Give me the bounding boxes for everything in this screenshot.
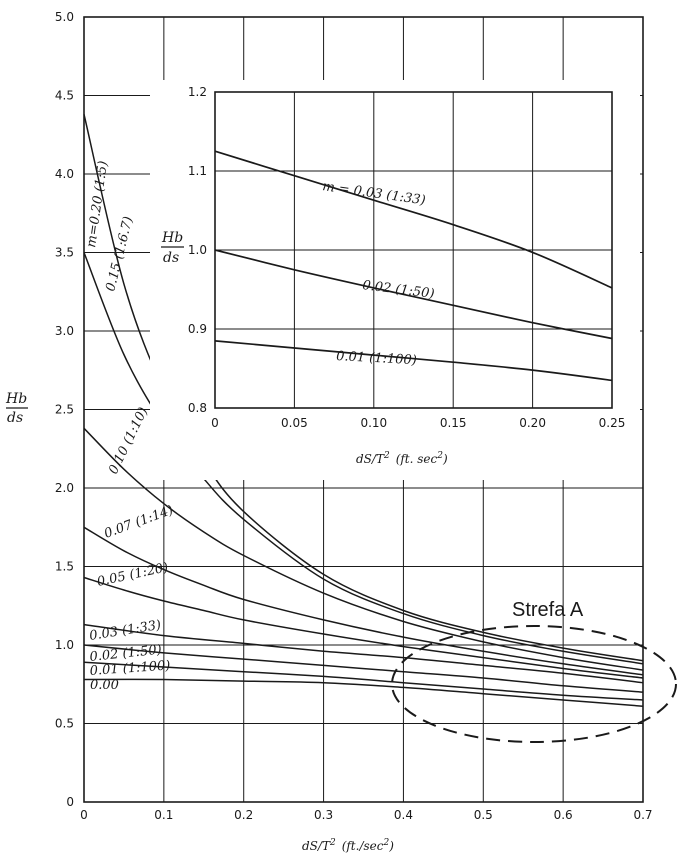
main-series-5: [83, 623, 644, 684]
main-ytick-0: 0: [66, 795, 74, 809]
main-ytick-1: 0.5: [55, 717, 74, 731]
main-ytick-7: 3.5: [55, 246, 74, 260]
main-xtick-0: 0: [80, 808, 88, 822]
main-curve-label-4: 0.05 (1:20): [96, 560, 170, 590]
main-y-label-num: Hb: [5, 391, 27, 407]
main-xtick-7: 0.7: [633, 808, 652, 822]
inset-xtick-1: 0.05: [281, 416, 308, 430]
zone-a-ellipse: [391, 625, 677, 743]
inset-xtick-0: 0: [211, 416, 219, 430]
main-ytick-6: 3.0: [55, 324, 74, 338]
main-series-2: [83, 427, 644, 671]
inset-ytick-4: 1.2: [188, 85, 207, 99]
main-xtick-2: 0.2: [234, 808, 253, 822]
main-curve-label-2: 0.10 (1:10): [106, 405, 151, 477]
main-ytick-5: 2.5: [55, 403, 74, 417]
inset-xtick-3: 0.15: [440, 416, 467, 430]
main-series-1: [83, 252, 644, 665]
main-ytick-9: 4.5: [55, 89, 74, 103]
inset-ytick-1: 0.9: [188, 322, 207, 336]
main-xtick-1: 0.1: [154, 808, 173, 822]
main-x-label: dS/T2 (ft./sec2): [302, 838, 394, 853]
inset-ytick-2: 1.0: [188, 243, 207, 257]
main-curve-label-5: 0.03 (1:33): [88, 618, 162, 644]
main-series-3: [83, 526, 644, 676]
main-ytick-8: 4.0: [55, 167, 74, 181]
inset-curve-label-2: 0.01 (1:100): [336, 349, 417, 368]
inset-background: [150, 80, 640, 480]
inset-xtick-5: 0.25: [599, 416, 626, 430]
inset-y-label-den: ds: [163, 250, 179, 266]
main-series-4: [83, 576, 644, 679]
inset-tick-labels: 0 0.05 0.10 0.15 0.20 0.25 0.8 0.9 1.0 1.1 1.2: [188, 85, 625, 430]
main-ytick-2: 1.0: [55, 638, 74, 652]
inset-series-1: [214, 249, 613, 340]
main-tick-labels: 0 0.1 0.2 0.3 0.4 0.5 0.6 0.7 0 0.5 1.0 1.5 2.0 2.5 3.…: [55, 10, 653, 822]
main-curve-label-7: 0.01 (1:100): [89, 658, 171, 679]
inset-xtick-2: 0.10: [360, 416, 387, 430]
main-curve-label-1: 0.15 (1:6.7): [103, 215, 136, 293]
main-plot-frame: [83, 16, 644, 803]
main-curve-label-8: 0.00: [90, 678, 119, 693]
main-y-label-den: ds: [7, 410, 23, 426]
main-xtick-3: 0.3: [314, 808, 333, 822]
main-curve-label-6: 0.02 (1:50): [89, 642, 163, 664]
main-curve-label-0: m=0.20 (1:5): [84, 160, 111, 249]
inset-y-label-num: Hb: [161, 230, 183, 246]
inset-chart: 0 0.05 0.10 0.15 0.20 0.250.80.91.01.11.2 m =…: [150, 80, 640, 480]
zone-a-label: Strefa A: [512, 599, 584, 621]
main-ytick-10: 5.0: [55, 10, 74, 24]
inset-series-0: [214, 150, 613, 289]
main-ytick-4: 2.0: [55, 481, 74, 495]
main-series-8: [83, 678, 644, 707]
inset-ytick-3: 1.1: [188, 164, 207, 178]
main-series-0: [83, 114, 644, 662]
main-xtick-4: 0.4: [394, 808, 413, 822]
inset-ytick-0: 0.8: [188, 401, 207, 415]
main-xtick-5: 0.5: [474, 808, 493, 822]
main-curve-label-3: 0.07 (1:14): [102, 503, 175, 542]
inset-curves: [214, 150, 613, 382]
inset-xtick-4: 0.20: [519, 416, 546, 430]
main-xtick-6: 0.6: [554, 808, 573, 822]
main-series-6: [83, 644, 644, 693]
main-ytick-3: 1.5: [55, 560, 74, 574]
main-series-7: [83, 661, 644, 701]
inset-x-label: dS/T2 (ft. sec2): [356, 451, 448, 466]
main-curves: [83, 114, 644, 707]
inset-series-2: [214, 340, 613, 382]
